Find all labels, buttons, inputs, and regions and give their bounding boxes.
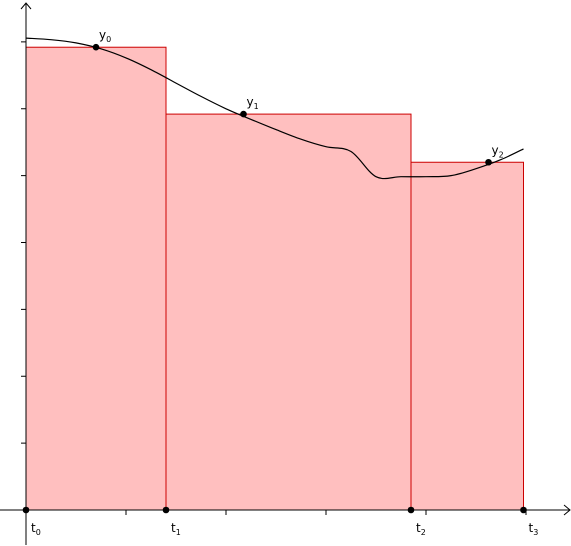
label-t0: t0 (31, 521, 41, 537)
label-t1-main: t (171, 521, 176, 535)
function-curve (25, 37, 524, 180)
label-t2-main: t (416, 521, 421, 535)
point-y0 (92, 43, 100, 51)
riemann-rectangle-2 (165, 113, 412, 511)
label-t0-subscript: 0 (36, 528, 41, 537)
x-axis-arrow (563, 504, 571, 516)
label-t1-subscript: 1 (176, 528, 181, 537)
y-axis-arrow (20, 2, 32, 10)
point-y2 (485, 158, 492, 166)
point-t3 (520, 506, 527, 514)
label-t1: t1 (171, 521, 181, 537)
points (22, 43, 527, 514)
label-t2: t2 (416, 521, 426, 537)
label-y0-main: y (99, 28, 106, 42)
label-y2: y2 (492, 143, 504, 159)
label-t3-subscript: 3 (533, 528, 538, 537)
label-y1-subscript: 1 (254, 102, 259, 111)
label-t3: t3 (529, 521, 539, 537)
label-t3-main: t (529, 521, 534, 535)
riemann-rectangle-3 (410, 161, 524, 511)
riemann-rectangles (25, 46, 524, 511)
point-t1 (162, 506, 170, 514)
label-y0-subscript: 0 (106, 35, 111, 44)
riemann-rectangle-1 (25, 46, 167, 511)
label-t2-subscript: 2 (421, 528, 426, 537)
label-y2-subscript: 2 (499, 150, 504, 159)
label-y0: y0 (99, 28, 111, 44)
point-t2 (407, 506, 415, 514)
label-y1: y1 (247, 95, 259, 111)
point-t0 (22, 506, 30, 514)
label-t0-main: t (31, 521, 36, 535)
point-y1 (240, 110, 247, 118)
label-y2-main: y (492, 143, 499, 157)
label-y1-main: y (247, 95, 254, 109)
